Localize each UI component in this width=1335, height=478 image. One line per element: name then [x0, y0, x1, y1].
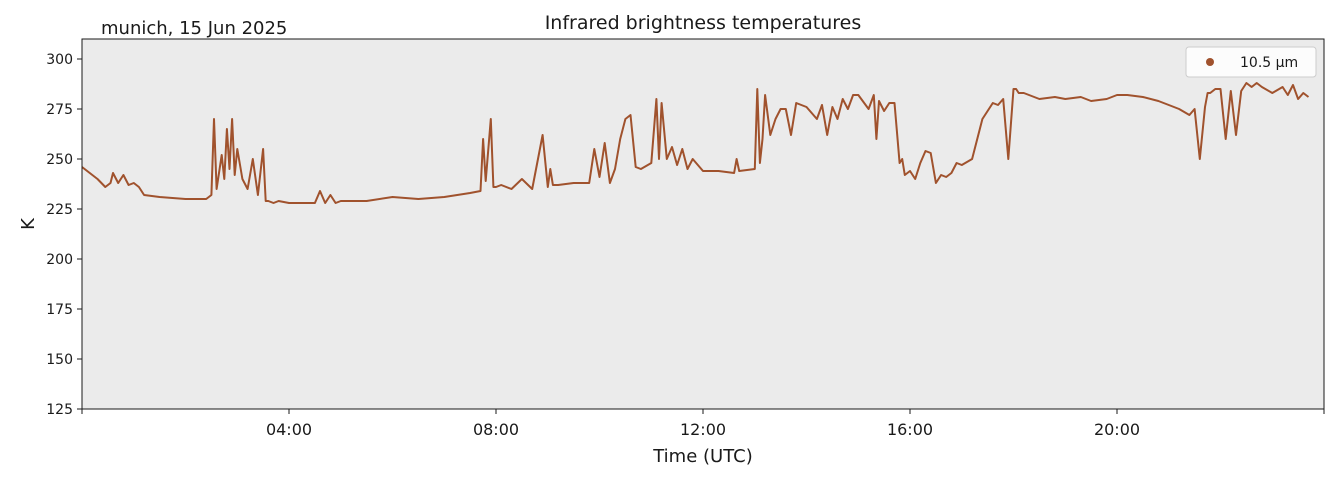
legend-label: 10.5 µm [1240, 55, 1298, 71]
plot-area [82, 39, 1324, 409]
y-tick-label: 200 [46, 252, 73, 268]
x-tick-label: 12:00 [680, 420, 726, 439]
y-axis-label: K [18, 217, 39, 230]
x-tick-label: 08:00 [473, 420, 519, 439]
legend-marker [1206, 58, 1214, 66]
x-axis-label: Time (UTC) [652, 446, 753, 467]
x-tick-label: 04:00 [266, 420, 312, 439]
y-tick-label: 250 [46, 152, 73, 168]
series-line [81, 82, 1310, 204]
legend: 10.5 µm [1185, 46, 1317, 78]
y-tick-label: 150 [46, 352, 73, 368]
x-tick-label: 16:00 [887, 420, 933, 439]
location-date-label: munich, 15 Jun 2025 [101, 18, 287, 39]
y-tick-label: 225 [46, 202, 73, 218]
series-layer [81, 82, 1310, 204]
plot-frame [81, 38, 1325, 410]
y-tick-label: 125 [46, 402, 73, 418]
y-tick-label: 175 [46, 302, 73, 318]
y-axis: 125 150 175 200 225 250 275 300 [46, 52, 82, 418]
x-axis: 04:00 08:00 12:00 16:00 20:00 [81, 409, 1325, 439]
y-tick-label: 300 [46, 52, 73, 68]
x-tick-label: 20:00 [1094, 420, 1140, 439]
y-tick-label: 275 [46, 102, 73, 118]
chart-title: Infrared brightness temperatures [545, 12, 862, 34]
legend-box [1185, 46, 1317, 78]
